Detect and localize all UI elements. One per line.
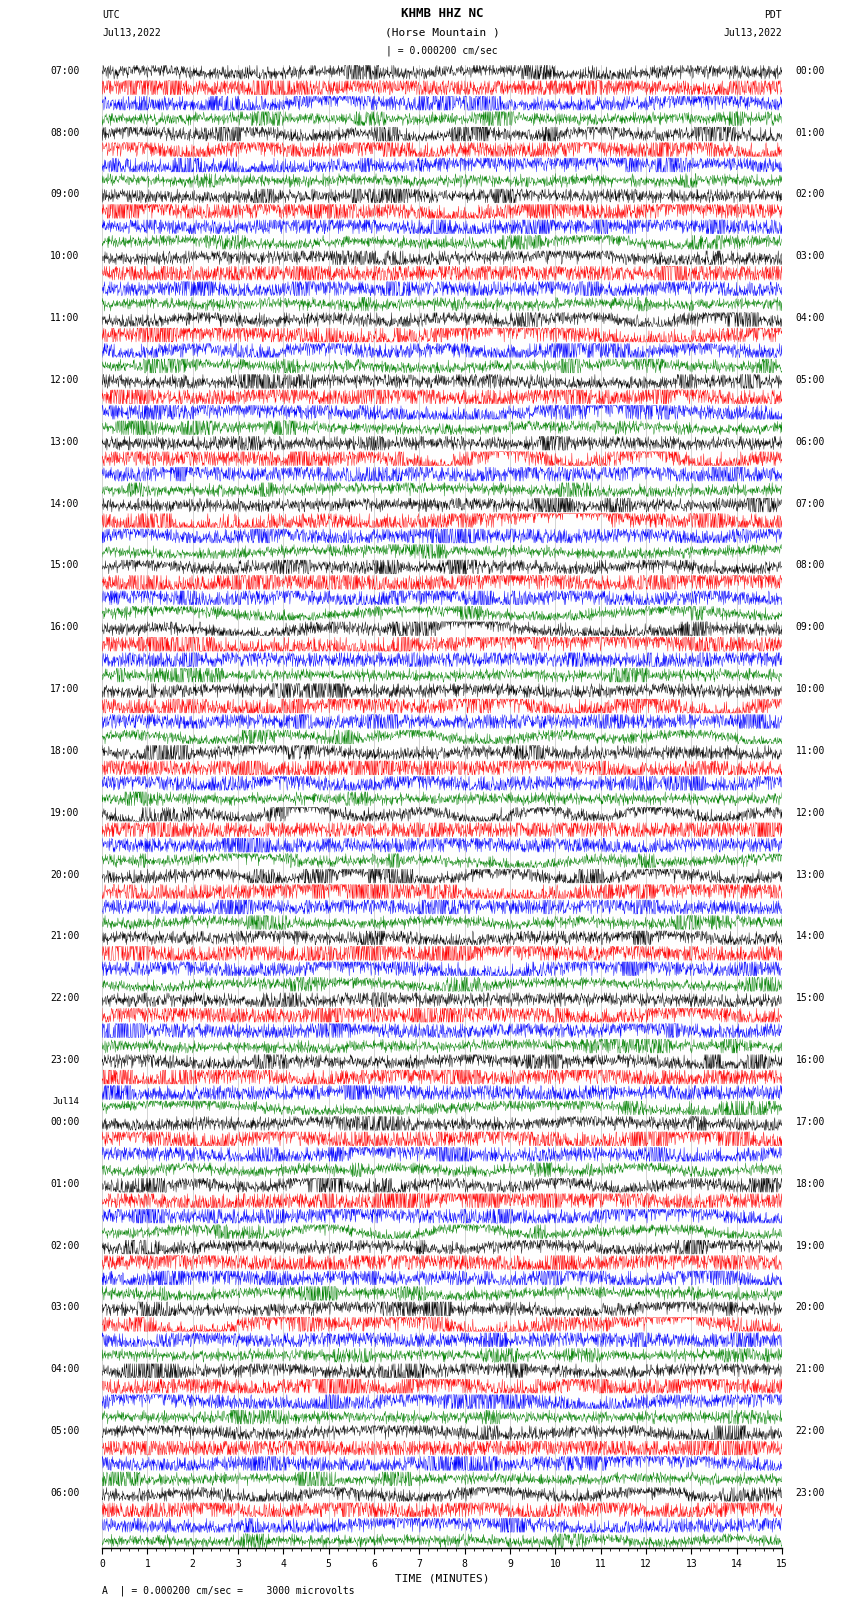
Text: 19:00: 19:00 — [796, 1240, 825, 1250]
Text: 12:00: 12:00 — [796, 808, 825, 818]
X-axis label: TIME (MINUTES): TIME (MINUTES) — [394, 1573, 490, 1582]
Text: 23:00: 23:00 — [50, 1055, 79, 1065]
Text: 09:00: 09:00 — [50, 189, 79, 200]
Text: KHMB HHZ NC: KHMB HHZ NC — [400, 6, 484, 19]
Text: 08:00: 08:00 — [50, 127, 79, 137]
Text: 22:00: 22:00 — [50, 994, 79, 1003]
Text: Jul13,2022: Jul13,2022 — [723, 27, 782, 37]
Text: 06:00: 06:00 — [50, 1487, 79, 1498]
Text: 09:00: 09:00 — [796, 623, 825, 632]
Text: 20:00: 20:00 — [796, 1302, 825, 1313]
Text: 13:00: 13:00 — [50, 437, 79, 447]
Text: 04:00: 04:00 — [50, 1365, 79, 1374]
Text: A  | = 0.000200 cm/sec =    3000 microvolts: A | = 0.000200 cm/sec = 3000 microvolts — [102, 1586, 354, 1597]
Text: 10:00: 10:00 — [50, 252, 79, 261]
Text: 14:00: 14:00 — [796, 931, 825, 942]
Text: 00:00: 00:00 — [50, 1116, 79, 1127]
Text: 22:00: 22:00 — [796, 1426, 825, 1436]
Text: 23:00: 23:00 — [796, 1487, 825, 1498]
Text: 10:00: 10:00 — [796, 684, 825, 694]
Text: 06:00: 06:00 — [796, 437, 825, 447]
Text: 02:00: 02:00 — [50, 1240, 79, 1250]
Text: (Horse Mountain ): (Horse Mountain ) — [384, 27, 499, 37]
Text: 17:00: 17:00 — [796, 1116, 825, 1127]
Text: PDT: PDT — [764, 10, 782, 19]
Text: 08:00: 08:00 — [796, 560, 825, 571]
Text: | = 0.000200 cm/sec: | = 0.000200 cm/sec — [386, 45, 498, 55]
Text: Jul13,2022: Jul13,2022 — [102, 27, 161, 37]
Text: 02:00: 02:00 — [796, 189, 825, 200]
Text: 21:00: 21:00 — [796, 1365, 825, 1374]
Text: 04:00: 04:00 — [796, 313, 825, 323]
Text: 05:00: 05:00 — [796, 374, 825, 386]
Text: 17:00: 17:00 — [50, 684, 79, 694]
Text: 03:00: 03:00 — [50, 1302, 79, 1313]
Text: 20:00: 20:00 — [50, 869, 79, 879]
Text: 18:00: 18:00 — [50, 745, 79, 756]
Text: 11:00: 11:00 — [796, 745, 825, 756]
Text: 14:00: 14:00 — [50, 498, 79, 508]
Text: 16:00: 16:00 — [796, 1055, 825, 1065]
Text: 03:00: 03:00 — [796, 252, 825, 261]
Text: 18:00: 18:00 — [796, 1179, 825, 1189]
Text: 16:00: 16:00 — [50, 623, 79, 632]
Text: Jul14: Jul14 — [53, 1097, 79, 1107]
Text: UTC: UTC — [102, 10, 120, 19]
Text: 13:00: 13:00 — [796, 869, 825, 879]
Text: 21:00: 21:00 — [50, 931, 79, 942]
Text: 00:00: 00:00 — [796, 66, 825, 76]
Text: 01:00: 01:00 — [796, 127, 825, 137]
Text: 15:00: 15:00 — [796, 994, 825, 1003]
Text: 12:00: 12:00 — [50, 374, 79, 386]
Text: 05:00: 05:00 — [50, 1426, 79, 1436]
Text: 19:00: 19:00 — [50, 808, 79, 818]
Text: 15:00: 15:00 — [50, 560, 79, 571]
Text: 07:00: 07:00 — [796, 498, 825, 508]
Text: 07:00: 07:00 — [50, 66, 79, 76]
Text: 11:00: 11:00 — [50, 313, 79, 323]
Text: 01:00: 01:00 — [50, 1179, 79, 1189]
